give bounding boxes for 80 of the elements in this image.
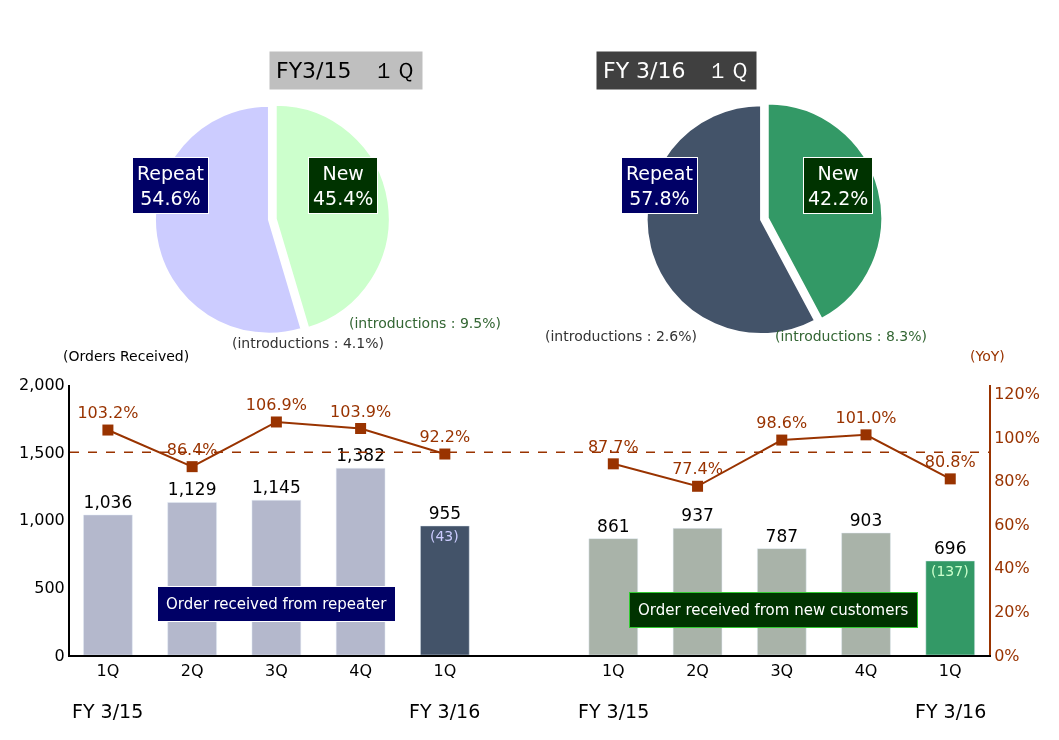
data-label: 103.2%: [77, 403, 139, 423]
point: [860, 429, 872, 441]
annotation: Order received from repeater: [166, 595, 388, 613]
y-tick-label: 500: [34, 578, 65, 598]
annotation: (43): [430, 528, 459, 544]
text: FY 3/16: [409, 700, 481, 722]
y-tick-label: 2,000: [18, 375, 65, 395]
point: [439, 448, 451, 460]
point: [776, 434, 788, 446]
x-tick-label: 1Q: [433, 661, 457, 681]
y2-tick-label: 0%: [994, 645, 1020, 665]
data-label: 103.9%: [330, 401, 392, 421]
point: [607, 458, 619, 470]
text: (introductions : 8.3%): [775, 328, 927, 344]
slice-label: Repeat: [137, 162, 204, 184]
bar: [420, 525, 470, 655]
data-label: 1,382: [336, 445, 385, 466]
x-tick-label: 3Q: [264, 661, 288, 681]
bar: [588, 538, 638, 655]
point: [102, 424, 114, 436]
y-axis-title: (Orders Received): [63, 348, 190, 364]
y-tick-label: 0: [54, 645, 65, 665]
bar: [83, 514, 133, 655]
data-label: 1,129: [167, 479, 217, 500]
data-label: 54.6%: [140, 186, 201, 209]
data-label: 45.4%: [313, 186, 374, 209]
data-label: 955: [428, 502, 462, 523]
data-label: 787: [765, 525, 799, 546]
x-tick-label: 4Q: [854, 661, 878, 681]
x-tick-label: 3Q: [770, 661, 794, 681]
data-label: 57.8%: [629, 186, 690, 209]
y2-tick-label: 60%: [994, 514, 1030, 534]
y2-axis-title: (YoY): [970, 348, 1005, 364]
y2-tick-label: 120%: [994, 384, 1040, 404]
point: [355, 423, 367, 435]
x-tick-label: 2Q: [686, 661, 709, 681]
x-tick-label: 1Q: [601, 661, 625, 681]
y2-tick-label: 80%: [994, 471, 1030, 491]
data-label: 696: [934, 537, 967, 558]
data-label: 77.4%: [672, 459, 723, 479]
data-label: 861: [597, 515, 630, 536]
annotation: (137): [931, 563, 969, 579]
bar: [925, 560, 975, 655]
data-label: 1,145: [252, 477, 301, 498]
y2-tick-label: 100%: [994, 427, 1040, 447]
y-tick-label: 1,000: [18, 510, 65, 530]
slice-label: Repeat: [626, 162, 693, 184]
point: [944, 473, 956, 485]
data-label: 80.8%: [924, 451, 976, 471]
point: [692, 480, 704, 492]
data-label: 1,036: [83, 491, 133, 512]
data-label: 87.7%: [587, 436, 639, 456]
data-label: 101.0%: [835, 407, 897, 427]
slice-label: New: [817, 162, 859, 184]
data-label: 937: [681, 505, 714, 526]
y2-tick-label: 40%: [994, 558, 1030, 578]
point: [270, 416, 282, 428]
text: FY 3/15: [578, 700, 650, 722]
text: FY 3/15: [72, 700, 144, 722]
x-tick-label: 1Q: [96, 661, 120, 681]
data-label: 903: [849, 509, 883, 530]
data-label: 92.2%: [419, 427, 471, 447]
slice-label: New: [322, 162, 364, 184]
x-tick-label: 4Q: [349, 661, 372, 681]
y-tick-label: 1,500: [18, 442, 65, 462]
text: FY 3/16: [915, 700, 987, 722]
x-tick-label: 1Q: [938, 661, 962, 681]
text: (introductions : 4.1%): [232, 335, 384, 351]
x-tick-label: 2Q: [180, 661, 204, 681]
text: (introductions : 9.5%): [349, 315, 501, 331]
point: [186, 461, 198, 473]
chart-title: FY 3/16 １Ｑ: [603, 58, 750, 83]
data-label: 98.6%: [756, 413, 808, 433]
data-label: 86.4%: [166, 439, 218, 459]
chart-title: FY3/15 １Ｑ: [276, 58, 416, 83]
text: (introductions : 2.6%): [545, 328, 697, 344]
y2-tick-label: 20%: [994, 602, 1030, 621]
annotation: Order received from new customers: [638, 601, 909, 619]
data-label: 106.9%: [245, 395, 307, 415]
data-label: 42.2%: [808, 186, 869, 209]
